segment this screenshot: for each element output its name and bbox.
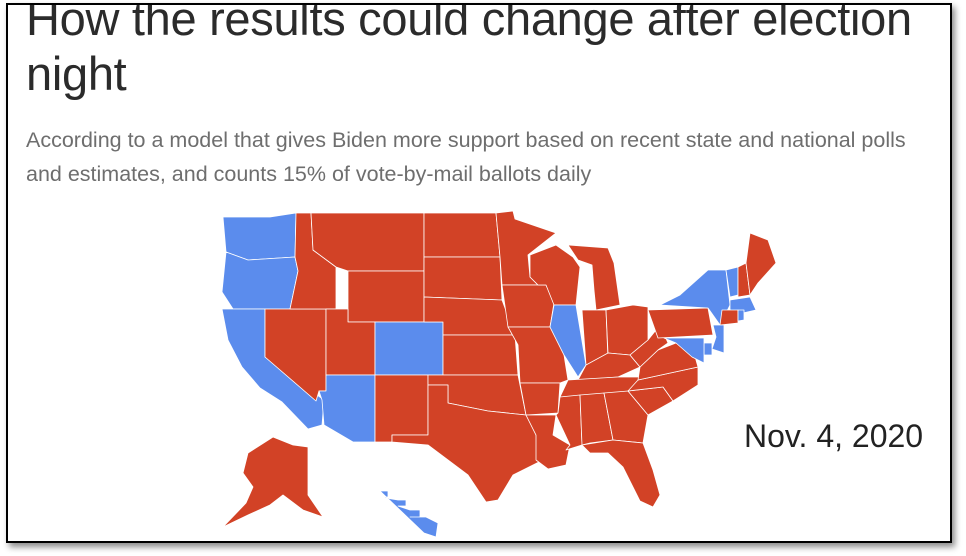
subtitle: According to a model that gives Biden mo…	[26, 128, 906, 186]
state-FL	[581, 439, 661, 508]
state-CO	[374, 321, 444, 376]
state-AK	[222, 436, 324, 528]
state-WA	[222, 212, 297, 261]
state-NJ	[711, 324, 725, 354]
state-MN	[495, 210, 557, 286]
state-MA	[729, 296, 757, 314]
state-KS	[442, 334, 519, 376]
state-PA	[647, 307, 714, 339]
state-RI	[737, 309, 745, 322]
state-OR	[221, 251, 299, 310]
state-AZ	[318, 374, 376, 443]
state-IA	[501, 284, 555, 328]
state-DE	[703, 342, 713, 356]
state-SD	[423, 256, 503, 301]
state-GA	[603, 390, 649, 444]
state-TX	[391, 384, 544, 503]
state-AR	[519, 382, 561, 416]
headline: How the results could change after elect…	[26, 3, 912, 100]
state-NY	[659, 269, 731, 326]
state-CT	[719, 309, 739, 326]
state-LA	[525, 414, 571, 470]
state-HI	[379, 490, 439, 538]
state-WY	[347, 270, 425, 323]
state-MD	[663, 337, 705, 364]
date-label: Nov. 4, 2020	[744, 418, 924, 454]
state-NM	[374, 374, 429, 443]
graphic-frame: How the results could change after elect…	[6, 3, 952, 543]
state-IL	[549, 304, 587, 378]
us-electoral-map	[221, 210, 777, 538]
state-ND	[423, 212, 501, 258]
state-ME	[745, 232, 777, 296]
